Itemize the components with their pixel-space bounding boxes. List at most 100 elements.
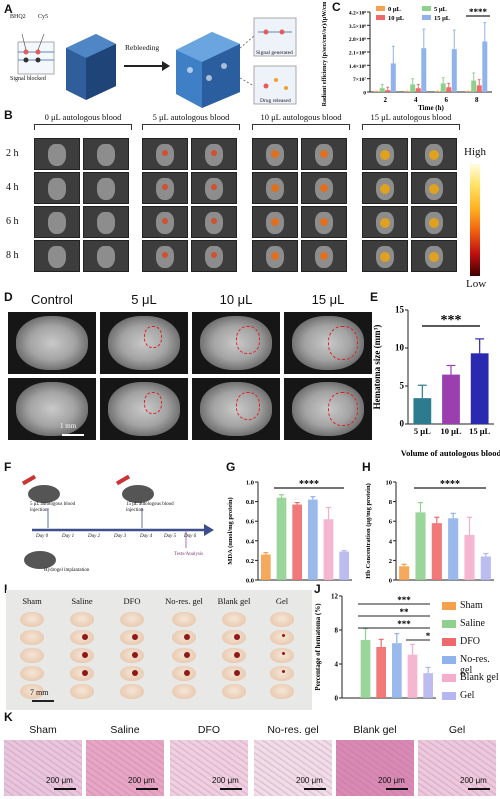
slice-hematoma	[132, 670, 138, 676]
photo-scalebar	[32, 700, 54, 702]
ivis-cell	[191, 172, 237, 204]
slice-hematoma	[184, 670, 190, 676]
y-tick-label: 4	[335, 661, 339, 669]
y-tick-label: 2.1×10⁸	[349, 51, 367, 57]
bar	[440, 83, 446, 92]
signal-spot	[271, 150, 279, 158]
y-tick-label: 8	[335, 627, 339, 635]
histo-cell	[254, 740, 332, 796]
bar	[480, 556, 491, 580]
y-tick-label: 0.0	[246, 578, 254, 585]
legend-swatch	[442, 692, 456, 700]
panel-label-e: E	[370, 290, 379, 304]
slice-group-label: Gel	[275, 596, 289, 606]
legend-label: 5 μL	[434, 6, 448, 13]
slice-group-label: Sham	[22, 596, 42, 606]
panel-label-c: C	[332, 0, 341, 14]
mri-group-label: 5 μL	[131, 292, 157, 307]
y-tick-label: 0	[335, 695, 339, 703]
group-label: 15 μL autologous blood	[370, 112, 452, 122]
legend-label: Gel	[460, 690, 475, 701]
hydrogel-schematic	[17, 17, 297, 108]
sig-label: ****	[469, 7, 488, 17]
hematoma-outline	[144, 392, 162, 414]
legend-swatch	[422, 6, 431, 11]
slice-hematoma	[282, 634, 285, 637]
signal-spot	[320, 150, 328, 158]
bar	[323, 519, 334, 580]
legend-swatch	[442, 620, 456, 628]
legend-swatch	[376, 15, 385, 20]
signal-blocked-label: Signal blocked	[10, 76, 46, 82]
hematoma-outline	[144, 326, 162, 348]
day-label: Day 2	[88, 534, 101, 539]
day-label: Day 4	[140, 534, 153, 539]
x-tick-label: 2	[384, 96, 388, 104]
mouse-silhouette	[48, 246, 66, 268]
histo-cell	[4, 740, 82, 796]
slice-hematoma	[132, 652, 138, 658]
signal-spot	[162, 252, 168, 258]
mri-group-label: 15 μL	[311, 292, 345, 307]
bar	[339, 551, 350, 580]
colorbar-low-label: Low	[466, 278, 487, 290]
bhq2-label: BHQ2	[10, 14, 26, 20]
cy5-label: Cy5	[38, 14, 49, 20]
chart-h: 0 2 4 6 8 10 Hb Concentration (μg/mg protein) *…	[365, 479, 494, 585]
panel-label-g: G	[226, 460, 236, 474]
y-tick-label: 7×10⁷	[353, 77, 366, 83]
slice-hematoma	[82, 634, 88, 640]
bar	[464, 534, 475, 580]
histo-scalebar-label: 200 μm	[212, 776, 239, 785]
bar	[376, 647, 387, 698]
day-label: Day 6	[184, 534, 197, 539]
photo-scalebar-label: 7 mm	[30, 688, 49, 697]
panel-label-h: H	[362, 460, 371, 474]
y-axis-label: Radiant efficiency (p/sec/cm²/sr)/(μW/cm…	[321, 2, 328, 106]
signal-spot	[380, 184, 390, 194]
histo-scalebar	[304, 788, 326, 790]
group-label: 5 μL autologous blood	[152, 112, 230, 122]
group-bracket	[252, 124, 350, 130]
bar	[410, 84, 416, 92]
mouse-silhouette	[97, 246, 115, 268]
sig-label: **	[400, 607, 410, 617]
colorbar-high-label: High	[464, 146, 486, 158]
rebleeding-label: Rebleeding	[125, 43, 160, 52]
y-tick-label: 10	[386, 480, 393, 487]
chart-e: 0 5 10 15 Hematoma size (mm³) 5 μL 10 μL 15 μL V…	[372, 305, 500, 459]
y-tick-label: 0	[389, 578, 392, 585]
x-axis-label: Time (h)	[418, 104, 444, 112]
mri-brain	[108, 382, 180, 436]
brain-slice	[20, 666, 44, 681]
legend-label: Saline	[460, 618, 485, 629]
histo-scalebar-label: 200 μm	[378, 776, 405, 785]
legend-swatch	[422, 15, 431, 20]
tests-label: Tests/Analysis	[174, 552, 204, 557]
y-tick-label: 4	[389, 538, 393, 545]
timeline-diagram	[21, 474, 214, 569]
signal-spot	[271, 218, 279, 226]
bar	[390, 63, 396, 92]
sig-label: ***	[397, 619, 411, 629]
signal-spot	[380, 218, 390, 228]
brain-slice	[20, 648, 44, 663]
panel-label-d: D	[4, 290, 13, 304]
y-tick-label: 0.4	[246, 538, 255, 545]
bar	[276, 497, 287, 580]
panel-label-i: I	[4, 582, 8, 596]
histo-texture	[4, 740, 82, 796]
brain-slice	[70, 684, 94, 699]
group-label: 10 μL autologous blood	[260, 112, 342, 122]
signal-spot	[429, 252, 439, 262]
bar	[431, 523, 442, 580]
signal-generated-label: Signal generated	[256, 50, 293, 56]
x-axis-label: Volume of autologous blood	[401, 448, 500, 458]
histo-scalebar	[468, 788, 490, 790]
brain-slice	[270, 612, 294, 627]
sig-label: ****	[299, 479, 319, 490]
histo-texture	[86, 740, 164, 796]
bar	[307, 499, 318, 580]
hematoma-outline	[236, 392, 260, 420]
brain-slice	[120, 612, 144, 627]
